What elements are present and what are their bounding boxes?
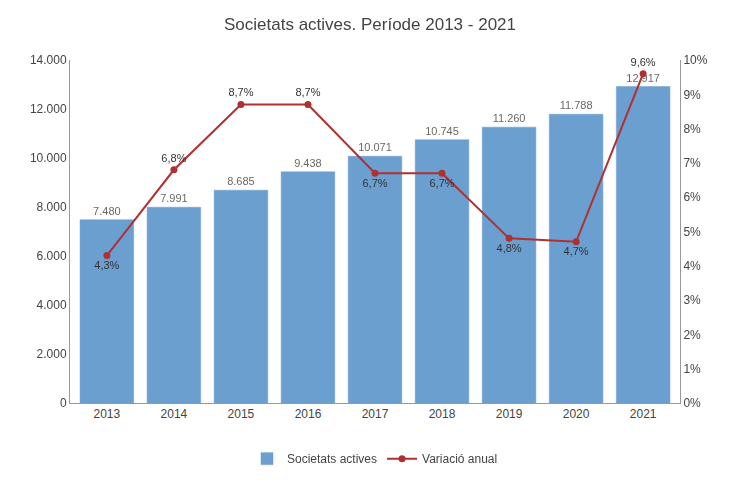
svg-text:0: 0 — [60, 396, 67, 410]
svg-text:4,7%: 4,7% — [564, 245, 589, 257]
svg-text:9,6%: 9,6% — [631, 56, 656, 68]
svg-text:Variació anual: Variació anual — [422, 452, 497, 466]
svg-text:0%: 0% — [683, 396, 701, 410]
svg-text:2020: 2020 — [563, 407, 590, 421]
svg-text:4,3%: 4,3% — [94, 259, 119, 271]
svg-text:2021: 2021 — [630, 407, 657, 421]
svg-text:11.260: 11.260 — [493, 112, 526, 124]
svg-text:4,8%: 4,8% — [497, 242, 522, 254]
svg-text:8,7%: 8,7% — [228, 86, 253, 98]
svg-text:6,8%: 6,8% — [161, 152, 186, 164]
svg-text:7%: 7% — [683, 156, 701, 170]
svg-text:2019: 2019 — [496, 407, 523, 421]
svg-text:4%: 4% — [683, 259, 701, 273]
svg-text:11.788: 11.788 — [560, 99, 593, 111]
svg-text:12.917: 12.917 — [626, 72, 660, 84]
svg-text:2013: 2013 — [94, 407, 121, 421]
svg-text:6%: 6% — [683, 190, 701, 204]
svg-text:8%: 8% — [683, 122, 701, 136]
svg-text:2017: 2017 — [362, 407, 389, 421]
svg-text:6,7%: 6,7% — [362, 177, 387, 189]
svg-text:8.000: 8.000 — [37, 200, 67, 214]
svg-text:3%: 3% — [683, 293, 701, 307]
svg-text:2015: 2015 — [228, 407, 255, 421]
svg-text:Societats actives: Societats actives — [287, 452, 377, 466]
svg-text:10.745: 10.745 — [425, 125, 459, 137]
svg-text:8.685: 8.685 — [227, 175, 255, 187]
svg-text:10.071: 10.071 — [358, 141, 392, 153]
svg-text:2016: 2016 — [295, 407, 322, 421]
svg-text:7.480: 7.480 — [93, 205, 121, 217]
svg-text:1%: 1% — [683, 362, 701, 376]
svg-text:10%: 10% — [683, 53, 707, 67]
svg-text:6,7%: 6,7% — [429, 177, 454, 189]
svg-text:12.000: 12.000 — [30, 102, 67, 116]
svg-text:4.000: 4.000 — [37, 298, 67, 312]
svg-text:9.438: 9.438 — [294, 157, 322, 169]
svg-text:9%: 9% — [683, 88, 701, 102]
svg-text:Societats actives. Període 201: Societats actives. Període 2013 - 2021 — [224, 15, 516, 34]
svg-text:7.991: 7.991 — [160, 192, 188, 204]
svg-text:10.000: 10.000 — [30, 151, 67, 165]
svg-text:2014: 2014 — [161, 407, 188, 421]
svg-text:2%: 2% — [683, 328, 701, 342]
svg-text:2.000: 2.000 — [37, 347, 67, 361]
svg-text:14.000: 14.000 — [30, 53, 67, 67]
svg-text:2018: 2018 — [429, 407, 456, 421]
svg-text:6.000: 6.000 — [37, 249, 67, 263]
svg-text:8,7%: 8,7% — [295, 86, 320, 98]
svg-text:5%: 5% — [683, 225, 701, 239]
